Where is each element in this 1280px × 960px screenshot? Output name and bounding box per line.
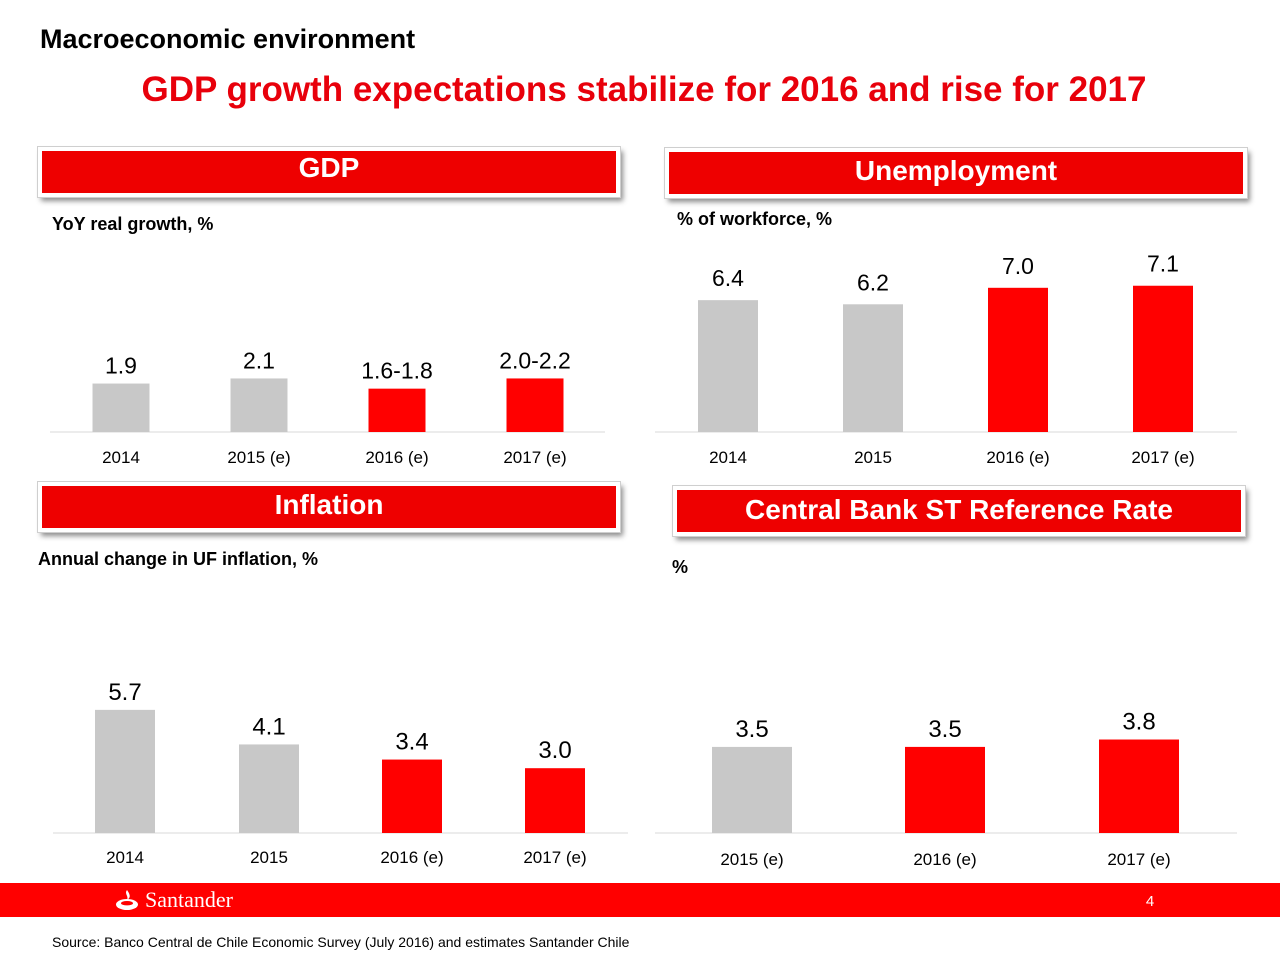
gdp-bar xyxy=(92,383,150,432)
gdp-data-label: 1.9 xyxy=(105,353,137,379)
inflation-tick-label: 2016 (e) xyxy=(380,848,443,867)
unemployment-subtitle: % of workforce, % xyxy=(677,209,833,229)
central-bank-rate-tick-label: 2017 (e) xyxy=(1107,850,1170,869)
inflation-tick-label: 2014 xyxy=(106,848,144,867)
inflation-tick-label: 2015 xyxy=(250,848,288,867)
central-bank-rate-data-label: 3.5 xyxy=(928,716,961,743)
gdp-tick-label: 2016 (e) xyxy=(365,448,428,467)
inflation-bar xyxy=(95,709,155,833)
gdp-data-label: 1.6-1.8 xyxy=(361,358,433,384)
unemployment-tick-label: 2016 (e) xyxy=(986,448,1049,467)
page-number: 4 xyxy=(1145,893,1155,910)
inflation-data-label: 5.7 xyxy=(108,679,141,706)
gdp-chart: 1.9 2014 2.1 2015 (e) 1.6-1.8 2016 (e) 2.0-2.2… xyxy=(50,347,605,467)
gdp-bar xyxy=(368,388,426,432)
central-bank-rate-tick-label: 2015 (e) xyxy=(720,850,783,869)
unemployment-tick-label: 2015 xyxy=(854,448,892,467)
central-bank-rate-bar xyxy=(905,746,985,833)
central-bank-rate-tick-label: 2016 (e) xyxy=(913,850,976,869)
central-bank-rate-chart: 3.5 2015 (e) 3.5 2016 (e) 3.8 2017 (e) xyxy=(655,709,1237,869)
unemployment-chart: 6.4 2014 6.2 2015 7.0 2016 (e) 7.1 2017 (e) xyxy=(655,251,1237,467)
santander-flame-icon xyxy=(116,890,138,910)
gdp-tick-label: 2015 (e) xyxy=(227,448,290,467)
unemployment-data-label: 7.0 xyxy=(1002,253,1034,279)
central-bank-rate-bar xyxy=(1099,739,1179,833)
inflation-bar xyxy=(239,744,299,833)
unemployment-data-label: 6.2 xyxy=(857,269,889,295)
unemployment-bar xyxy=(843,304,903,432)
gdp-subtitle: YoY real growth, % xyxy=(52,214,214,234)
gdp-banner-title: GDP xyxy=(298,152,360,183)
inflation-banner: Inflation xyxy=(37,481,621,533)
santander-logo: Santander xyxy=(115,885,233,915)
unemployment-bar xyxy=(988,287,1048,432)
header-title: Macroeconomic environment xyxy=(40,24,416,54)
unemployment-data-label: 7.1 xyxy=(1147,251,1179,277)
source-note: Source: Banco Central de Chile Economic … xyxy=(52,934,630,950)
gdp-bar xyxy=(506,378,564,432)
inflation-banner-title: Inflation xyxy=(274,489,384,520)
central-bank-rate-banner-title: Central Bank ST Reference Rate xyxy=(745,494,1173,525)
unemployment-banner-title: Unemployment xyxy=(854,155,1058,186)
unemployment-data-label: 6.4 xyxy=(712,265,744,291)
gdp-data-label: 2.1 xyxy=(243,347,275,373)
main-title: GDP growth expectations stabilize for 20… xyxy=(141,70,1147,109)
inflation-tick-label: 2017 (e) xyxy=(523,848,586,867)
gdp-tick-label: 2014 xyxy=(102,448,140,467)
inflation-data-label: 3.4 xyxy=(395,729,428,756)
gdp-banner: GDP xyxy=(37,146,621,198)
unemployment-tick-label: 2014 xyxy=(709,448,747,467)
inflation-data-label: 4.1 xyxy=(252,713,285,740)
inflation-chart: 5.7 2014 4.1 2015 3.4 2016 (e) 3.0 2017 (e) xyxy=(53,679,628,867)
brand-name: Santander xyxy=(145,887,233,912)
central-bank-rate-subtitle: % xyxy=(672,557,689,577)
unemployment-tick-label: 2017 (e) xyxy=(1131,448,1194,467)
unemployment-bar xyxy=(1133,285,1193,432)
unemployment-banner: Unemployment xyxy=(664,147,1248,199)
gdp-bar xyxy=(230,378,288,432)
inflation-data-label: 3.0 xyxy=(538,737,571,764)
inflation-bar xyxy=(382,759,442,833)
unemployment-bar xyxy=(698,300,758,432)
central-bank-rate-data-label: 3.5 xyxy=(735,716,768,743)
inflation-bar xyxy=(525,768,585,833)
footer-bar xyxy=(0,883,1280,917)
gdp-tick-label: 2017 (e) xyxy=(503,448,566,467)
central-bank-rate-bar xyxy=(712,746,792,833)
central-bank-rate-data-label: 3.8 xyxy=(1122,709,1155,736)
gdp-data-label: 2.0-2.2 xyxy=(499,347,571,373)
central-bank-rate-banner: Central Bank ST Reference Rate xyxy=(672,485,1246,537)
inflation-subtitle: Annual change in UF inflation, % xyxy=(38,549,319,569)
